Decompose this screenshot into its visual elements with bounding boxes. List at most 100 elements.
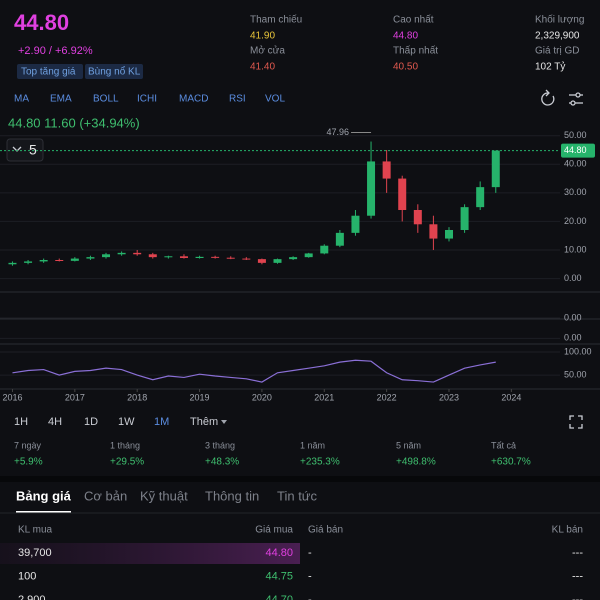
stat-value: 41.90 <box>250 31 275 42</box>
timeframe[interactable]: 1H <box>14 416 28 428</box>
candle-body <box>413 210 422 225</box>
period-change: +5.9% <box>14 457 43 468</box>
cell: 44.80 <box>265 547 293 559</box>
cell: 100 <box>18 570 36 582</box>
indicator[interactable]: ICHI <box>137 94 157 105</box>
candle-body <box>242 258 251 260</box>
caret <box>221 420 227 424</box>
period-label: 1 tháng <box>110 440 140 450</box>
period-change: +630.7% <box>491 457 531 468</box>
cell: 44.75 <box>265 570 293 582</box>
stat-label: Mở cửa <box>250 45 285 57</box>
settings-icon[interactable] <box>569 92 583 106</box>
stat-label: Tham chiếu <box>250 14 302 26</box>
cell: 2,900 <box>18 594 46 600</box>
indicator[interactable]: RSI <box>229 94 246 105</box>
y-tick-label: 0.00 <box>564 333 582 343</box>
candle-body <box>382 161 391 179</box>
stat-label: Cao nhất <box>393 14 434 26</box>
indicator[interactable]: MACD <box>179 94 208 105</box>
candle-body <box>429 224 438 239</box>
candle-body <box>289 257 298 260</box>
candle-body <box>257 259 266 263</box>
tab[interactable]: Thông tin <box>205 488 259 503</box>
period-change: +48.3% <box>205 457 239 468</box>
x-tick-label: 2019 <box>190 392 210 402</box>
candle-body <box>273 259 282 263</box>
cell: 44.70 <box>265 594 293 600</box>
timeframe[interactable]: 4H <box>48 416 62 428</box>
y-tick-label: 50.00 <box>564 369 587 379</box>
y-tick-label: 0.00 <box>564 273 582 283</box>
candle-body <box>367 161 376 216</box>
y-tick-label: 50.00 <box>564 130 587 140</box>
y-tick-label: 10.00 <box>564 244 587 254</box>
peak-label: 47.96 <box>327 127 350 137</box>
refresh-icon[interactable] <box>541 89 555 106</box>
last-price-label: 44.80 <box>564 145 587 155</box>
row-highlight <box>0 543 300 564</box>
x-tick-label: 2016 <box>2 392 22 402</box>
indicator[interactable]: EMA <box>50 94 72 105</box>
candle-body <box>179 256 188 258</box>
candle-body <box>70 258 79 261</box>
candle-body <box>444 230 453 239</box>
cell: - <box>308 570 312 582</box>
tag-bg <box>85 64 143 79</box>
tab[interactable]: Bảng giá <box>16 488 72 503</box>
timeframe[interactable]: 1W <box>118 416 135 428</box>
price-change: +2.90 / +6.92% <box>18 45 93 57</box>
x-tick-label: 2018 <box>127 392 147 402</box>
indicator[interactable]: VOL <box>265 94 285 105</box>
x-tick-label: 2023 <box>439 392 459 402</box>
tab[interactable]: Kỹ thuật <box>140 488 188 503</box>
price: 44.80 <box>14 10 69 35</box>
period-label: 5 năm <box>396 440 421 450</box>
divider <box>0 476 600 482</box>
stat-label: Giá trị GD <box>535 46 579 57</box>
x-tick-label: 2017 <box>65 392 85 402</box>
y-tick-label: 20.00 <box>564 216 587 226</box>
interval-box[interactable] <box>6 138 44 162</box>
candle-body <box>86 257 95 259</box>
tag[interactable]: Bùng nổ KL <box>88 66 141 78</box>
candle-body <box>398 178 407 210</box>
column-header: Giá mua <box>255 525 293 536</box>
stat-value: 41.40 <box>250 62 275 73</box>
candle-body <box>320 245 329 254</box>
period-label: 3 tháng <box>205 440 235 450</box>
candle-body <box>8 262 17 265</box>
last-price-badge <box>561 143 595 158</box>
expand-icon[interactable] <box>569 415 583 429</box>
candle-body <box>148 254 157 258</box>
stat-value: 40.50 <box>393 62 418 73</box>
timeframe[interactable]: Thêm <box>190 416 218 428</box>
candle-body <box>351 215 360 233</box>
tab-underline <box>16 511 71 513</box>
tab[interactable]: Cơ bản <box>84 488 127 503</box>
y-tick-label: 0.00 <box>564 312 582 322</box>
indicator[interactable]: BOLL <box>93 94 119 105</box>
stat-value: 2,329,900 <box>535 31 580 42</box>
performance: 7 ngày +5.9% 1 tháng +29.5% 3 tháng +48.3% 1 n… <box>14 440 531 467</box>
cell: - <box>308 594 312 600</box>
indicator[interactable]: MA <box>14 94 29 105</box>
x-tick-label: 2024 <box>501 392 521 402</box>
tag[interactable]: Top tăng giá <box>21 67 76 78</box>
timeframe[interactable]: 1M <box>154 416 169 428</box>
tab[interactable]: Tin tức <box>277 488 318 503</box>
candle-body <box>211 256 220 258</box>
timeframe[interactable]: 1D <box>84 416 98 428</box>
stat-value: 102 Tỷ <box>535 61 565 73</box>
interval[interactable]: 5 <box>29 142 37 158</box>
candle-body <box>226 257 235 259</box>
candle-body <box>335 232 344 246</box>
chart: 0.00 10.00 20.00 30.00 40.00 50.00 0.00 0.00 100… <box>0 127 600 402</box>
tag-bg <box>17 64 83 79</box>
stat-label: Thấp nhất <box>393 45 438 57</box>
chart-summary: 44.80 11.60 (+34.94%) <box>8 115 140 130</box>
candle-body <box>133 252 142 255</box>
column-header: Giá bán <box>308 525 343 536</box>
candle-body <box>24 261 33 263</box>
